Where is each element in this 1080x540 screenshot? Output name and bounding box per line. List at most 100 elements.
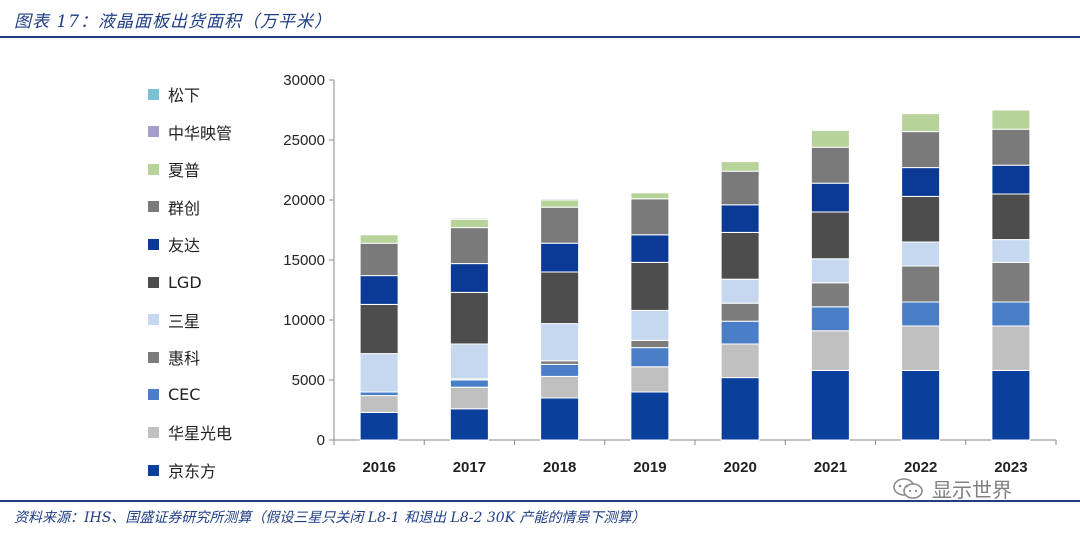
bar-segment: [720, 204, 760, 233]
bar-segment: [359, 242, 399, 277]
bar-segment: [991, 164, 1031, 195]
bar-segment: [901, 195, 941, 243]
bar-segment: [449, 379, 489, 388]
bar-segment: [810, 330, 850, 371]
bar-segment: [540, 363, 580, 377]
legend-label: 三星: [168, 311, 201, 331]
legend-label: LGD: [168, 272, 202, 292]
bar-segment: [901, 325, 941, 371]
bar-segment: [630, 339, 670, 349]
x-tick-label: 2019: [633, 459, 666, 476]
bar-segment: [810, 211, 850, 260]
x-tick-label: 2018: [543, 459, 576, 476]
legend-swatch: [148, 276, 159, 288]
bar-segment: [540, 397, 580, 441]
bar-segment: [720, 302, 760, 322]
legend-item: 松下: [148, 84, 201, 105]
bar-segment: [449, 343, 489, 380]
bar-segment: [810, 282, 850, 308]
legend-label: 友达: [168, 236, 201, 256]
bar-segment: [720, 320, 760, 345]
legend-item: 三星: [148, 310, 201, 331]
legend-label: 京东方: [168, 462, 217, 481]
bar-segment: [359, 234, 399, 244]
legend-swatch: [148, 351, 159, 363]
bar-segment: [810, 129, 850, 148]
bar-segment: [720, 170, 760, 206]
bar-segment: [991, 109, 1031, 130]
bar-segment: [449, 263, 489, 293]
bar-segment: [540, 206, 580, 244]
legend-label: 惠科: [168, 349, 201, 369]
legend-label: 中华映管: [168, 123, 233, 143]
bar-segment: [720, 377, 760, 441]
bar-segment: [359, 275, 399, 305]
bar-segment: [810, 182, 850, 213]
legend-item: 夏普: [148, 159, 201, 181]
legend-swatch: [148, 238, 159, 250]
stacked-bar-chart: 0 5000 10000 15000 20000 25000 30000 2016 2017 20…: [283, 72, 1057, 476]
bar-segment: [449, 217, 489, 220]
bar-segment: [810, 306, 850, 332]
legend-label: CEC: [168, 385, 201, 405]
legend-swatch: [148, 201, 159, 213]
bar-segment: [540, 198, 580, 201]
bar-segment: [630, 366, 670, 393]
bar-segment: [901, 241, 941, 267]
legend-swatch: [148, 126, 159, 138]
bar-segment: [359, 353, 399, 393]
legend-item: 惠科: [148, 347, 201, 369]
legend-label: 夏普: [168, 161, 201, 181]
bar-segment: [359, 391, 399, 397]
legend-swatch: [148, 314, 159, 326]
x-tick-label: 2016: [362, 459, 395, 476]
bar-segment: [991, 325, 1031, 371]
bar-segment: [991, 261, 1031, 303]
source-note: 资料来源：IHS、国盛证券研究所测算（假设三星只关闭 L8-1 和退出 L8-2…: [14, 510, 646, 526]
top-divider: [0, 36, 1080, 38]
bar-segment: [449, 227, 489, 265]
legend-swatch: [148, 464, 159, 476]
y-tick-label: 20000: [283, 192, 325, 209]
bar-segment: [991, 128, 1031, 166]
bar-segment: [901, 301, 941, 327]
legend-item: 华星光电: [148, 422, 233, 444]
bottom-divider: [0, 500, 1080, 502]
legend-item: 京东方: [148, 460, 217, 481]
chart-title: 图表 17：液晶面板出货面积（万平米）: [14, 12, 333, 32]
bar-segment: [901, 369, 941, 441]
x-tick-label: 2022: [904, 459, 937, 476]
bar-segment: [630, 192, 670, 200]
y-tick-label: 15000: [283, 252, 325, 269]
y-tick-label: 25000: [283, 132, 325, 149]
bar-segment: [810, 369, 850, 441]
bar-segment: [359, 411, 399, 441]
bar-segment: [720, 161, 760, 172]
legend-label: 华星光电: [168, 424, 233, 444]
bar-segment: [991, 301, 1031, 327]
bar-segment: [449, 218, 489, 229]
legend-swatch: [148, 426, 159, 438]
legend-item: LGD: [148, 272, 202, 292]
bar-segment: [540, 323, 580, 362]
bar-segment: [630, 234, 670, 263]
bar-segment: [720, 231, 760, 280]
legend-item: CEC: [148, 385, 200, 405]
bar-segment: [810, 146, 850, 184]
x-tick-label: 2020: [723, 459, 756, 476]
bar-segment: [359, 395, 399, 413]
wechat-logo-icon: [893, 477, 923, 499]
bar-segment: [810, 258, 850, 284]
bar-segment: [449, 408, 489, 441]
bar-segment: [449, 386, 489, 410]
bar-segment: [901, 131, 941, 169]
bar-segment: [449, 291, 489, 345]
bar-segment: [630, 198, 670, 236]
y-tick-label: 5000: [292, 372, 325, 389]
x-tick-label: 2017: [453, 459, 486, 476]
bar-segment: [540, 360, 580, 365]
bar-segment: [991, 369, 1031, 441]
legend-label: 松下: [168, 86, 201, 105]
bar-segment: [630, 261, 670, 311]
bar-segment: [720, 278, 760, 304]
